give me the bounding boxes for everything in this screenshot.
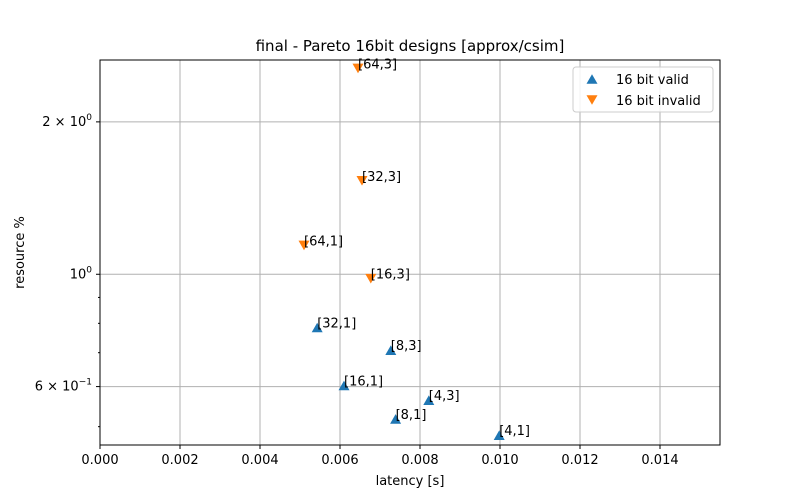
data-point-valid — [311, 322, 323, 333]
legend-marker — [586, 74, 598, 84]
data-point-invalid — [352, 63, 364, 74]
data-point-label: [4,3] — [429, 389, 460, 404]
data-point-valid — [493, 430, 505, 440]
x-tick-label: 0.002 — [161, 453, 198, 468]
y-axis-title: resource % — [13, 216, 28, 289]
data-point-label: [64,3] — [358, 57, 397, 72]
data-point-label: [16,1] — [344, 374, 383, 389]
x-axis-title: latency [s] — [376, 474, 445, 489]
legend: 16 bit valid 16 bit invalid — [572, 66, 714, 113]
legend-label: 16 bit invalid — [616, 94, 701, 109]
x-tick-label: 0.010 — [481, 453, 518, 468]
data-point-invalid — [365, 273, 377, 284]
y-tick-label-base: 10 — [70, 267, 87, 282]
x-tick-label: 0.014 — [641, 453, 678, 468]
legend-label: 16 bit valid — [616, 73, 689, 88]
y-tick-label-exponent: −1 — [79, 378, 92, 388]
y-tick-label-exponent: 0 — [86, 265, 92, 275]
x-tick-label: 0.012 — [561, 453, 598, 468]
data-marks: [32,1] [8,3] [16,1] [4,3][8,1] [4,1] [64,3] [3… — [298, 57, 530, 440]
axes: 0.000 0.002 0.004 0.006 0.008 0.010 0.012 0.014… — [35, 113, 679, 468]
x-tick-label: 0.008 — [401, 453, 438, 468]
y-tick-label: 2 × 100 — [42, 113, 92, 130]
data-point-label: [32,1] — [317, 316, 356, 331]
data-point-valid — [390, 414, 402, 424]
data-point-valid — [385, 345, 397, 355]
data-point-label: [16,3] — [371, 268, 410, 283]
data-point-valid — [338, 380, 350, 391]
data-point-label: [8,3] — [391, 339, 422, 354]
data-point-label: [8,1] — [396, 408, 427, 423]
data-point-invalid — [356, 175, 368, 186]
data-point-label: [32,3] — [362, 170, 401, 185]
data-point-label: [4,1] — [499, 424, 530, 439]
x-tick-label: 0.006 — [321, 453, 358, 468]
legend-marker — [586, 95, 598, 105]
y-tick-label-base: 6 × 10 — [35, 380, 79, 395]
y-tick-label-exponent: 0 — [86, 113, 92, 123]
x-tick-label: 0.004 — [241, 453, 278, 468]
plot-frame — [99, 59, 721, 446]
data-point-label: [64,1] — [304, 234, 343, 249]
data-point-invalid — [298, 240, 310, 251]
grid — [99, 60, 720, 445]
y-tick-label-base: 2 × 10 — [42, 115, 86, 130]
x-tick-label: 0.000 — [81, 453, 118, 468]
chart-title: final - Pareto 16bit designs [approx/csi… — [256, 37, 565, 55]
legend-box — [572, 66, 714, 113]
y-tick-label: 6 × 10−1 — [35, 378, 92, 395]
data-point-valid — [423, 395, 435, 405]
y-tick-label: 100 — [70, 265, 93, 282]
